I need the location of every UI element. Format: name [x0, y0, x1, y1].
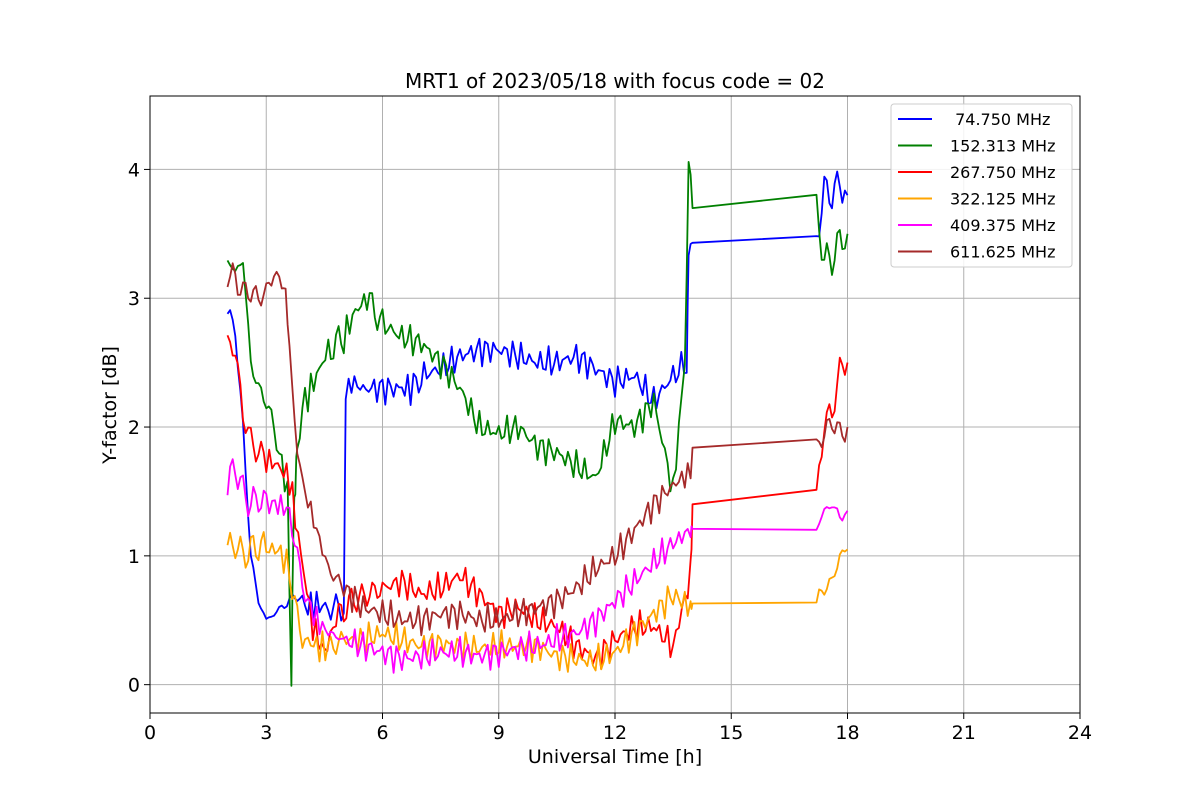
- x-tick-label: 24: [1068, 722, 1092, 744]
- series-line-2: [226, 160, 849, 687]
- chart-title: MRT1 of 2023/05/18 with focus code = 02: [405, 69, 825, 93]
- x-tick-label: 6: [376, 722, 388, 744]
- legend-label-6: 611.625 MHz: [950, 243, 1055, 262]
- x-tick-label: 21: [952, 722, 976, 744]
- legend-label-5: 409.375 MHz: [950, 216, 1055, 235]
- y-tick-label: 4: [128, 159, 140, 181]
- series-line-6: [226, 262, 849, 637]
- y-axis-ticks: 0 1 2 3 4: [128, 159, 150, 697]
- legend-box: [890, 103, 1073, 268]
- x-tick-label: 9: [493, 722, 505, 744]
- x-tick-label: 18: [835, 722, 859, 744]
- series-line-5: [226, 458, 849, 674]
- x-tick-label: 15: [719, 722, 743, 744]
- y-tick-label: 1: [128, 546, 140, 568]
- x-tick-label: 3: [260, 722, 272, 744]
- series-group: [226, 160, 849, 687]
- legend-label-3: 267.750 MHz: [950, 163, 1055, 182]
- legend: 74.750 MHz 152.313 MHz 267.750 MHz 322.125 …: [890, 103, 1073, 268]
- legend-label-4: 322.125 MHz: [950, 190, 1055, 209]
- series-line-4: [226, 531, 849, 673]
- y-tick-label: 3: [128, 288, 140, 310]
- legend-label-2: 152.313 MHz: [950, 137, 1055, 156]
- x-tick-label: 12: [603, 722, 627, 744]
- y-tick-label: 0: [128, 675, 140, 697]
- x-axis-ticks: 0 3 6 9 12 15 18 21 24: [144, 713, 1092, 744]
- x-axis-label: Universal Time [h]: [528, 746, 702, 768]
- y-tick-label: 2: [128, 417, 140, 439]
- legend-label-1: 74.750 MHz: [950, 110, 1050, 129]
- y-axis-label: Y-factor [dB]: [99, 346, 121, 465]
- x-tick-label: 0: [144, 722, 156, 744]
